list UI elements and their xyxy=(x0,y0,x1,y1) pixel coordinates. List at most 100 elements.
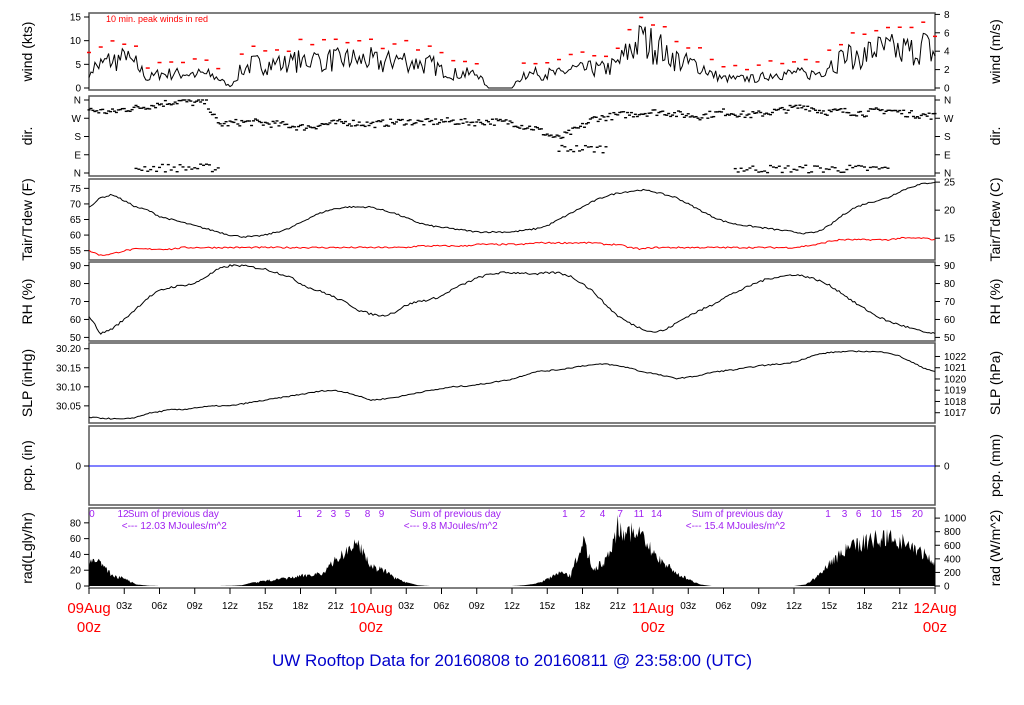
daily-sum-label: Sum of previous day xyxy=(410,509,501,520)
slp-left-tick-label: 30.10 xyxy=(56,382,81,393)
temp-series-line-0 xyxy=(88,181,936,238)
rad-right-tick-label: 200 xyxy=(944,568,961,579)
temp-right-tick-label: 20 xyxy=(944,206,956,217)
slp-right-tick-label: 1020 xyxy=(944,374,967,385)
daily-sum-value: <--- 15.4 MJoules/m^2 xyxy=(686,521,786,532)
rh-left-axis-label: RH (%) xyxy=(19,279,35,325)
temp-left-tick-label: 75 xyxy=(70,184,82,195)
solar-hour-mark: 4 xyxy=(600,509,606,520)
x-tick-label: 18z xyxy=(856,601,872,612)
solar-hour-mark: 15 xyxy=(891,509,903,520)
rad-right-tick-label: 400 xyxy=(944,554,961,565)
daily-sum-label: Sum of previous day xyxy=(128,509,219,520)
x-tick-label: 09z xyxy=(751,601,767,612)
temp-series-line-1 xyxy=(88,236,936,256)
daily-sum-value: <--- 12.03 MJoules/m^2 xyxy=(122,521,227,532)
x-tick-label: 21z xyxy=(892,601,908,612)
solar-hour-mark: 12 xyxy=(118,509,130,520)
rh-left-tick-label: 90 xyxy=(70,261,82,272)
solar-hour-mark: 1 xyxy=(825,509,831,520)
wind-right-tick-label: 2 xyxy=(944,65,950,76)
slp-left-tick-label: 30.20 xyxy=(56,344,81,355)
slp-left-tick-label: 30.05 xyxy=(56,401,81,412)
rh-right-tick-label: 90 xyxy=(944,261,956,272)
solar-hour-mark: 14 xyxy=(651,509,663,520)
daily-sum-label: Sum of previous day xyxy=(692,509,783,520)
rh-right-tick-label: 70 xyxy=(944,297,956,308)
solar-hour-mark: 0 xyxy=(89,509,95,520)
dir-right-tick-label: N xyxy=(944,169,951,180)
wind-right-tick-label: 6 xyxy=(944,28,950,39)
solar-hour-mark: 10 xyxy=(871,509,883,520)
day-time-label: 00z xyxy=(641,619,665,636)
solar-hour-mark: 5 xyxy=(345,509,351,520)
rad-right-tick-label: 1000 xyxy=(944,514,967,525)
day-time-label: 00z xyxy=(77,619,101,636)
pcp-left-tick-label: 0 xyxy=(75,462,81,473)
x-tick-label: 09z xyxy=(469,601,485,612)
wind-speed-line xyxy=(88,24,936,89)
dir-right-tick-label: W xyxy=(944,114,954,125)
dir-left-tick-label: S xyxy=(74,132,81,143)
rh-right-axis-label: RH (%) xyxy=(987,279,1003,325)
dir-right-tick-label: E xyxy=(944,150,951,161)
solar-hour-mark: 1 xyxy=(297,509,303,520)
wind-right-tick-label: 4 xyxy=(944,47,950,58)
temp-left-axis-label: Tair/Tdew (F) xyxy=(19,178,35,260)
rad-right-tick-label: 800 xyxy=(944,527,961,538)
rh-right-tick-label: 50 xyxy=(944,333,956,344)
wind-left-tick-label: 15 xyxy=(70,13,82,24)
slp-right-tick-label: 1017 xyxy=(944,408,967,419)
rh-left-tick-label: 70 xyxy=(70,297,82,308)
wind-left-tick-label: 0 xyxy=(75,84,81,95)
rad-panel-frame xyxy=(88,507,936,589)
rad-left-tick-label: 40 xyxy=(70,550,82,561)
solar-hour-mark: 11 xyxy=(634,509,645,520)
wind-right-tick-label: 0 xyxy=(944,84,950,95)
dir-left-tick-label: E xyxy=(74,150,81,161)
pcp-right-tick-label: 0 xyxy=(944,462,950,473)
day-date-label: 12Aug xyxy=(913,600,956,617)
x-tick-label: 21z xyxy=(610,601,626,612)
x-tick-label: 15z xyxy=(257,601,273,612)
temp-right-tick-label: 15 xyxy=(944,234,956,245)
chart-title: UW Rooftop Data for 20160808 to 20160811… xyxy=(272,651,752,670)
rh-left-tick-label: 50 xyxy=(70,333,82,344)
rh-left-tick-label: 60 xyxy=(70,315,82,326)
solar-hour-mark: 7 xyxy=(617,509,623,520)
slp-right-tick-label: 1022 xyxy=(944,352,967,363)
rad-left-tick-label: 60 xyxy=(70,534,82,545)
pcp-right-axis-label: pcp. (mm) xyxy=(987,434,1003,497)
slp-right-tick-label: 1021 xyxy=(944,363,967,374)
x-tick-label: 09z xyxy=(187,601,203,612)
x-tick-label: 06z xyxy=(433,601,449,612)
x-tick-label: 15z xyxy=(821,601,837,612)
x-tick-label: 06z xyxy=(715,601,731,612)
slp-right-axis-label: SLP (hPa) xyxy=(987,351,1003,415)
solar-hour-mark: 8 xyxy=(365,509,371,520)
temp-left-tick-label: 55 xyxy=(70,246,82,257)
day-date-label: 09Aug xyxy=(67,600,110,617)
dir-right-tick-label: N xyxy=(944,96,951,107)
pcp-left-axis-label: pcp. (in) xyxy=(19,440,35,491)
solar-hour-mark: 9 xyxy=(379,509,385,520)
wind-left-axis-label: wind (kts) xyxy=(19,22,35,83)
slp-left-axis-label: SLP (inHg) xyxy=(19,349,35,417)
daily-sum-value: <--- 9.8 MJoules/m^2 xyxy=(404,521,498,532)
dir-left-axis-label: dir. xyxy=(19,127,35,146)
wind-annotation: 10 min. peak winds in red xyxy=(106,14,208,24)
rh-left-tick-label: 80 xyxy=(70,279,82,290)
solar-hour-mark: 3 xyxy=(842,509,848,520)
slp-right-tick-label: 1018 xyxy=(944,397,967,408)
wind-left-tick-label: 10 xyxy=(70,36,82,47)
solar-hour-mark: 1 xyxy=(562,509,568,520)
day-time-label: 00z xyxy=(359,619,383,636)
solar-hour-mark: 3 xyxy=(331,509,337,520)
rh-right-tick-label: 80 xyxy=(944,279,956,290)
rad-right-tick-label: 0 xyxy=(944,582,950,593)
x-tick-label: 21z xyxy=(328,601,344,612)
rad-right-axis-label: rad (W/m^2) xyxy=(987,510,1003,587)
slp-right-tick-label: 1019 xyxy=(944,386,967,397)
x-tick-label: 03z xyxy=(680,601,696,612)
x-tick-label: 12z xyxy=(786,601,802,612)
